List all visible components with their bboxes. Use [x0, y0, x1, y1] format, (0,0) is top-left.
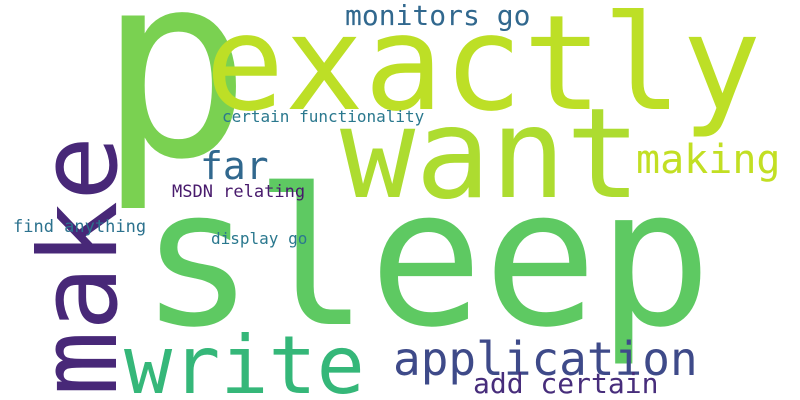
word-want: want	[340, 82, 642, 227]
word-add-certain: add certain	[473, 367, 659, 400]
word-making: making	[636, 137, 781, 183]
word-sleep: sleep	[140, 148, 712, 369]
word-p: p	[98, 0, 252, 216]
word-monitors-go: monitors go	[345, 0, 531, 32]
word-far: far	[200, 144, 269, 188]
word-certain-functionality: certain functionality	[222, 107, 425, 126]
word-find-anything: find anything	[13, 217, 147, 237]
word-exactly: exactly	[205, 0, 762, 141]
word-application: application	[393, 332, 698, 386]
word-display-go: display go	[211, 229, 308, 248]
word-write: write	[124, 319, 365, 400]
word-msdn-relating: MSDN relating	[172, 182, 306, 202]
word-make: make	[17, 135, 142, 396]
